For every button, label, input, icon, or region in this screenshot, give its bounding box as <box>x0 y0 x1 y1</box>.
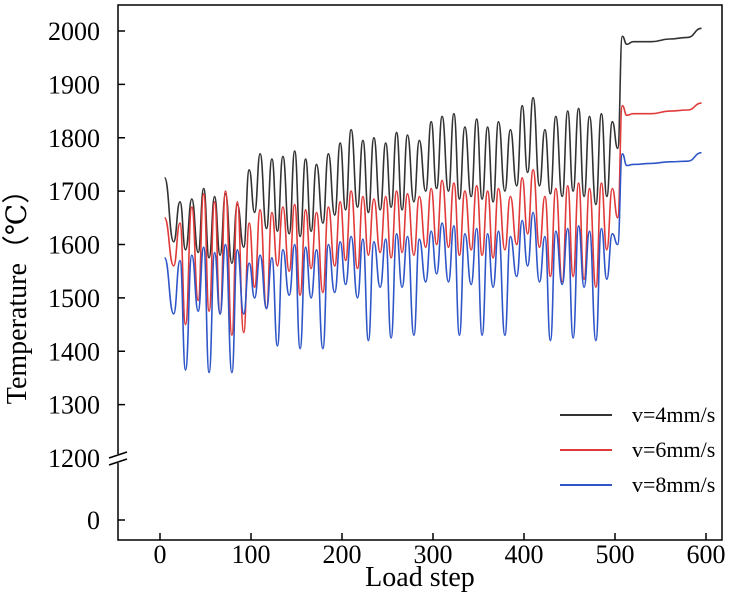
y-tick-label: 1700 <box>48 177 100 206</box>
y-axis-title: Temperature（℃） <box>1 176 33 404</box>
series-line-v4 <box>163 27 702 264</box>
y-tick-label: 1200 <box>48 444 100 473</box>
y-tick-label: 1500 <box>48 284 100 313</box>
x-tick-label: 100 <box>232 540 271 569</box>
y-tick-label: 1400 <box>48 337 100 366</box>
y-tick-label: 1300 <box>48 391 100 420</box>
series-layer <box>163 27 702 374</box>
x-tick-label: 300 <box>414 540 453 569</box>
series-line-v8 <box>163 151 702 374</box>
legend-label-v8: v=8mm/s <box>632 472 715 497</box>
x-tick-label: 0 <box>154 540 167 569</box>
y-axis-break-mark <box>108 451 128 466</box>
x-tick-label: 400 <box>505 540 544 569</box>
y-tick-label: 0 <box>87 506 100 535</box>
plot-frame <box>117 4 723 541</box>
y-tick-label: 2000 <box>48 17 100 46</box>
y-tick-label: 1800 <box>48 124 100 153</box>
y-tick-label: 1600 <box>48 231 100 260</box>
legend-label-v6: v=6mm/s <box>632 437 715 462</box>
ticks-layer: 0 100 200 300 400 500 600 0 1200 1300 1400 1500 1600… <box>48 17 726 569</box>
x-axis-title: Load step <box>365 562 475 593</box>
legend: v=4mm/s v=6mm/s v=8mm/s <box>560 402 715 497</box>
legend-label-v4: v=4mm/s <box>632 402 715 427</box>
x-tick-label: 600 <box>687 540 726 569</box>
x-tick-label: 200 <box>323 540 362 569</box>
x-tick-label: 500 <box>596 540 635 569</box>
y-tick-label: 1900 <box>48 70 100 99</box>
